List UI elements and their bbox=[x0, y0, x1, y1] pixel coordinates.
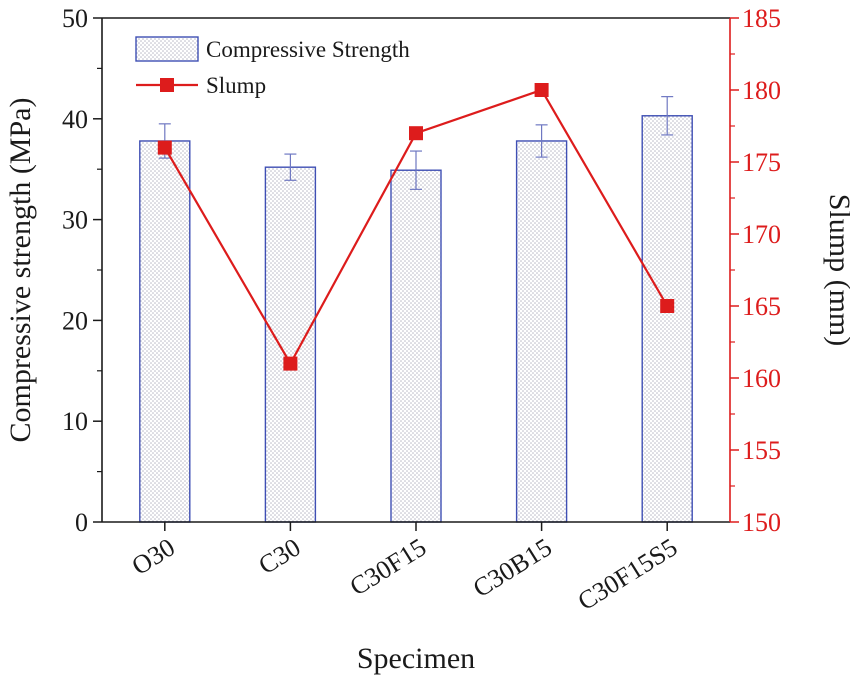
y-tick-label-right-175: 175 bbox=[742, 148, 781, 177]
bar-c30 bbox=[264, 166, 317, 523]
slump-marker-c30 bbox=[283, 356, 298, 371]
y-tick-label-right-170: 170 bbox=[742, 220, 781, 249]
bar-c30f15 bbox=[390, 169, 442, 523]
y-tick-label-left-20: 20 bbox=[62, 306, 88, 335]
legend: Compressive Strength Slump bbox=[135, 36, 410, 98]
error-bars-layer bbox=[158, 96, 674, 190]
legend-slump-label: Slump bbox=[206, 73, 266, 98]
y-tick-label-left-10: 10 bbox=[62, 407, 88, 436]
x-tick-label-c30b15: C30B15 bbox=[468, 532, 557, 603]
legend-bar-swatch bbox=[135, 36, 199, 62]
bar-o30 bbox=[139, 140, 191, 523]
x-tick-label-c30f15s5: C30F15S5 bbox=[573, 532, 683, 616]
slump-line-layer bbox=[157, 83, 675, 371]
bar-c30f15s5 bbox=[641, 115, 693, 523]
y-tick-label-left-0: 0 bbox=[75, 508, 88, 537]
x-tick-label-c30: C30 bbox=[253, 532, 305, 580]
y-tick-label-left-40: 40 bbox=[62, 105, 88, 134]
y-tick-label-left-50: 50 bbox=[62, 4, 88, 33]
x-tick-label-c30f15: C30F15 bbox=[345, 532, 431, 601]
y-tick-label-right-160: 160 bbox=[742, 364, 781, 393]
y-tick-label-left-30: 30 bbox=[62, 206, 88, 235]
x-tick-label-o30: O30 bbox=[127, 532, 180, 580]
y-tick-label-right-150: 150 bbox=[742, 508, 781, 537]
y-axis-title: Compressive strength (MPa) bbox=[4, 98, 37, 443]
y-tick-label-right-165: 165 bbox=[742, 292, 781, 321]
y-tick-label-right-155: 155 bbox=[742, 436, 781, 465]
slump-marker-c30f15s5 bbox=[660, 299, 675, 313]
bar-c30b15 bbox=[515, 140, 568, 523]
y-tick-label-right-185: 185 bbox=[742, 4, 781, 33]
legend-line-marker bbox=[160, 78, 174, 92]
y-tick-label-right-180: 180 bbox=[742, 76, 781, 105]
slump-marker-o30 bbox=[157, 140, 172, 155]
slump-marker-c30f15 bbox=[409, 126, 423, 141]
slump-marker-c30b15 bbox=[534, 83, 549, 97]
x-axis-title: Specimen bbox=[357, 642, 475, 675]
legend-compressive-strength-label: Compressive Strength bbox=[206, 37, 410, 62]
y-axis-right-title: Slump (mm) bbox=[823, 194, 850, 347]
